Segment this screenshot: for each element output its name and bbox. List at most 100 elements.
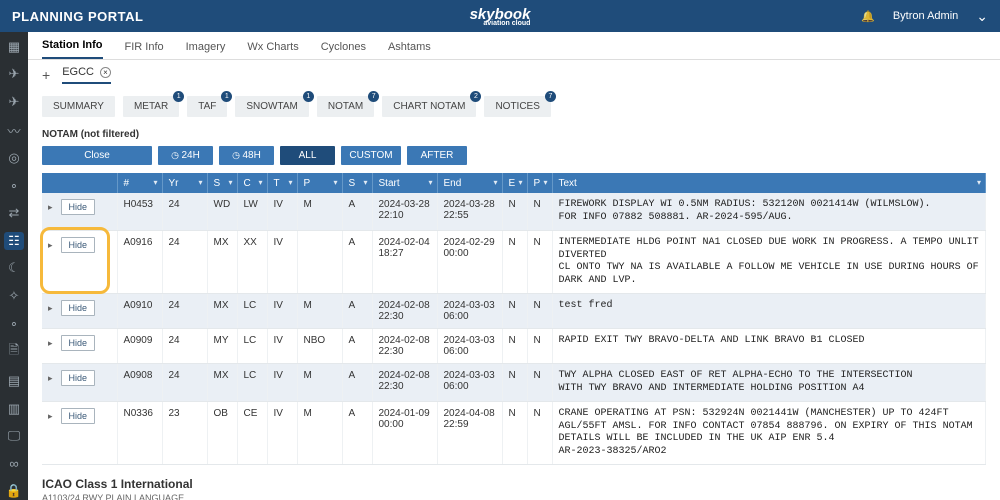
sidebar-monitor-icon[interactable]: 🖵 [4, 427, 24, 445]
sort-icon[interactable]: ▾ [428, 178, 432, 187]
sort-icon[interactable]: ▾ [493, 178, 497, 187]
cell: IV [267, 329, 297, 364]
custom-button[interactable]: CUSTOM [341, 146, 401, 165]
badge: 2 [470, 91, 481, 102]
sidebar-link-icon[interactable]: ∞ [4, 455, 24, 473]
footer-heading: ICAO Class 1 International [28, 465, 1000, 493]
col-c[interactable]: C▾ [237, 173, 267, 193]
sidebar-db-icon[interactable]: ▥ [4, 400, 24, 418]
col-end[interactable]: End▾ [437, 173, 502, 193]
pill-snowtam[interactable]: SNOWTAM1 [235, 96, 308, 117]
sidebar-plane2-icon[interactable]: ✈ [4, 93, 24, 111]
col-actions[interactable] [42, 173, 117, 193]
app-header: PLANNING PORTAL skybookaviation cloud By… [0, 0, 1000, 32]
cell: LC [237, 329, 267, 364]
cell: FIREWORK DISPLAY WI 0.5NM RADIUS: 532120… [552, 193, 986, 231]
expand-icon[interactable]: ▸ [48, 303, 53, 314]
tab-imagery[interactable]: Imagery [186, 35, 226, 59]
sidebar-blank2-icon[interactable]: ∘ [4, 315, 24, 333]
hide-button[interactable]: Hide [61, 300, 96, 316]
cell: MX [207, 294, 237, 329]
cell: M [297, 364, 342, 402]
table-row: ▸HideA090924MYLCIVNBOA2024-02-0822:30202… [42, 329, 986, 364]
cell: A0910 [117, 294, 162, 329]
hide-button[interactable]: Hide [61, 199, 96, 215]
cell: ▸ Hide [42, 364, 117, 402]
hide-button[interactable]: Hide [61, 335, 96, 351]
sort-icon[interactable]: ▾ [543, 178, 547, 187]
sort-icon[interactable]: ▾ [288, 178, 292, 187]
cell: ▸ Hide [42, 402, 117, 465]
col-start[interactable]: Start▾ [372, 173, 437, 193]
sort-icon[interactable]: ▾ [153, 178, 157, 187]
sort-icon[interactable]: ▾ [258, 178, 262, 187]
col-e[interactable]: E▾ [502, 173, 527, 193]
sort-icon[interactable]: ▾ [198, 178, 202, 187]
category-pills: SUMMARY METAR1 TAF1 SNOWTAM1 NOTAM7 CHART NOT… [28, 90, 1000, 127]
pill-metar[interactable]: METAR1 [123, 96, 179, 117]
sort-icon[interactable]: ▾ [518, 178, 522, 187]
sidebar-blank1-icon[interactable]: ∘ [4, 177, 24, 195]
tab-station-info[interactable]: Station Info [42, 33, 103, 59]
sidebar-plane1-icon[interactable]: ✈ [4, 66, 24, 84]
pill-taf[interactable]: TAF1 [187, 96, 227, 117]
col-s[interactable]: S▾ [342, 173, 372, 193]
col-p[interactable]: P▾ [527, 173, 552, 193]
tab-cyclones[interactable]: Cyclones [321, 35, 366, 59]
expand-icon[interactable]: ▸ [48, 240, 53, 251]
sort-icon[interactable]: ▾ [333, 178, 337, 187]
after-button[interactable]: AFTER [407, 146, 467, 165]
close-button[interactable]: Close [42, 146, 152, 165]
cell: M [297, 402, 342, 465]
col-text[interactable]: Text▾ [552, 173, 986, 193]
hide-button[interactable]: Hide [61, 408, 96, 424]
user-menu-chevron-icon[interactable] [976, 8, 988, 25]
48h-button[interactable]: 48H [219, 146, 274, 165]
cell: N0336 [117, 402, 162, 465]
pill-summary[interactable]: SUMMARY [42, 96, 115, 117]
expand-icon[interactable]: ▸ [48, 338, 53, 349]
all-button[interactable]: ALL [280, 146, 335, 165]
sidebar-target-icon[interactable]: ◎ [4, 150, 24, 168]
pill-notam[interactable]: NOTAM7 [317, 96, 374, 117]
expand-icon[interactable]: ▸ [48, 373, 53, 384]
cell: ▸ Hide [42, 294, 117, 329]
expand-icon[interactable]: ▸ [48, 202, 53, 213]
pill-notices[interactable]: NOTICES7 [484, 96, 550, 117]
sidebar-pin-icon[interactable]: ✧ [4, 287, 24, 305]
col-s[interactable]: S▾ [207, 173, 237, 193]
main-tabs: Station Info FIR Info Imagery Wx Charts Cycl… [28, 32, 1000, 60]
sidebar-wave-icon[interactable]: 〰 [4, 121, 24, 140]
cell: 2024-03-0306:00 [437, 364, 502, 402]
station-chip[interactable]: EGCC × [62, 66, 111, 84]
hide-button[interactable]: Hide [61, 370, 96, 386]
sidebar-planning-icon[interactable]: ☷ [4, 232, 24, 250]
cell: XX [237, 231, 267, 294]
user-name[interactable]: Bytron Admin [893, 10, 958, 22]
station-remove-icon[interactable]: × [100, 67, 111, 78]
col-p[interactable]: P▾ [297, 173, 342, 193]
cell: A0916 [117, 231, 162, 294]
pill-chart-notam[interactable]: CHART NOTAM2 [382, 96, 476, 117]
badge: 1 [303, 91, 314, 102]
tab-fir-info[interactable]: FIR Info [125, 35, 164, 59]
tab-ashtams[interactable]: Ashtams [388, 35, 431, 59]
add-station-button[interactable]: + [42, 67, 50, 83]
sort-icon[interactable]: ▾ [228, 178, 232, 187]
sort-icon[interactable]: ▾ [363, 178, 367, 187]
hide-button[interactable]: Hide [61, 237, 96, 253]
col-t[interactable]: T▾ [267, 173, 297, 193]
24h-button[interactable]: 24H [158, 146, 213, 165]
col-yr[interactable]: Yr▾ [162, 173, 207, 193]
sidebar-route-icon[interactable]: ⇄ [4, 205, 24, 223]
sidebar-moon-icon[interactable]: ☾ [4, 260, 24, 278]
tab-wx-charts[interactable]: Wx Charts [247, 35, 298, 59]
sidebar-lock-icon[interactable]: 🔒 [4, 482, 24, 500]
sort-icon[interactable]: ▾ [977, 178, 981, 187]
sidebar-doc-icon[interactable]: ▤ [4, 372, 24, 390]
sidebar-grid-icon[interactable]: ▦ [4, 38, 24, 56]
col-#[interactable]: #▾ [117, 173, 162, 193]
sidebar-clip-icon[interactable]: 🗎 [4, 342, 24, 362]
expand-icon[interactable]: ▸ [48, 411, 53, 422]
notifications-icon[interactable] [861, 10, 875, 23]
